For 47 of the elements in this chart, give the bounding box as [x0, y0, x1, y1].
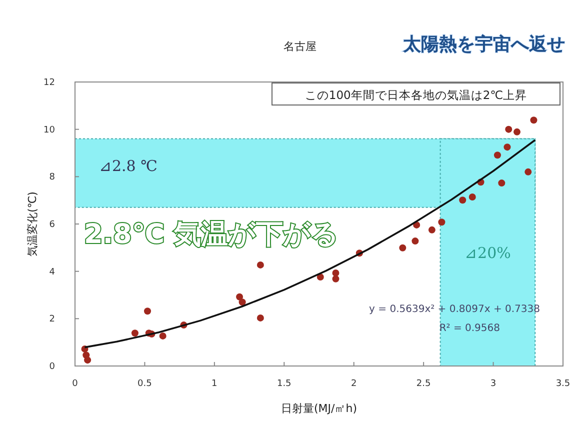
x-tick-label: 0 — [72, 379, 78, 389]
y-tick-label: 10 — [44, 125, 56, 136]
point — [131, 330, 138, 337]
point — [256, 314, 264, 322]
annotation: この100年間で日本各地の気温は2℃上昇 — [304, 88, 528, 102]
annotation: R² = 0.9568 — [439, 323, 500, 334]
point — [428, 226, 436, 234]
point — [468, 194, 476, 201]
text: 太陽熱を宇宙へ返せ — [402, 34, 565, 55]
point — [513, 128, 520, 136]
point — [498, 180, 506, 187]
x-tick-label: 1 — [212, 379, 218, 389]
x-tick-label: 1.5 — [276, 379, 292, 389]
x-tick-label: 3 — [490, 379, 496, 389]
x-tick-label: 0.5 — [138, 379, 152, 389]
y-tick-label: 8 — [49, 172, 56, 183]
point — [144, 308, 152, 315]
point — [238, 298, 246, 306]
point — [524, 168, 532, 176]
annotation: 2.8℃ 気温が下がる — [84, 219, 339, 250]
x-tick-label: 2.5 — [416, 379, 431, 389]
band-label: ⊿2.8 ℃ — [99, 156, 158, 175]
point — [332, 269, 340, 276]
point — [84, 356, 92, 364]
y-tick-label: 2 — [49, 314, 55, 325]
point — [504, 144, 511, 151]
point — [159, 332, 166, 340]
y-tick-label: 12 — [44, 78, 55, 88]
y-tick-label: 4 — [49, 267, 56, 278]
point — [332, 275, 340, 282]
point — [494, 152, 501, 159]
point — [256, 261, 264, 268]
y-tick-label: 6 — [49, 220, 56, 230]
y-axis-title: 気温変化(℃) — [26, 192, 39, 256]
point — [399, 244, 406, 252]
point — [236, 293, 244, 300]
x-tick-label: 3.5 — [556, 379, 570, 389]
x-axis-title: 日射量(MJ/㎡h) — [281, 402, 357, 415]
point — [505, 126, 512, 133]
point — [412, 238, 419, 245]
chart-title: 名古屋 — [284, 40, 316, 53]
point — [438, 218, 446, 226]
point — [530, 116, 538, 124]
y-tick-label: 0 — [49, 362, 56, 372]
band-label: ⊿20% — [464, 244, 511, 262]
point — [459, 196, 466, 204]
x-tick-label: 2 — [350, 379, 357, 389]
